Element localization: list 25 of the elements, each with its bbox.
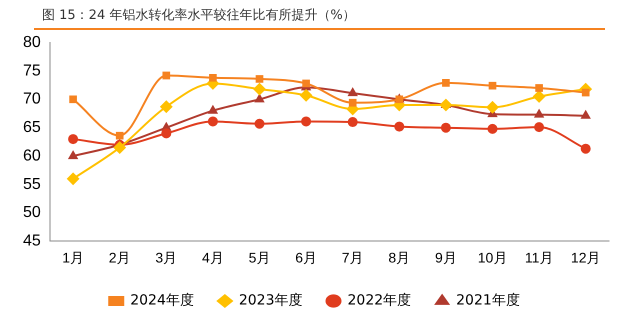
x-tick-label: 5月 — [248, 249, 270, 266]
x-tick-label: 10月 — [478, 249, 508, 266]
x-tick-label: 2月 — [108, 249, 131, 266]
x-tick-label: 12月 — [570, 249, 600, 266]
x-tick-label: 6月 — [295, 249, 317, 266]
x-tick-label: 3月 — [155, 249, 178, 266]
y-tick-label: 45 — [23, 232, 41, 250]
legend-label: 2023年度 — [238, 292, 303, 309]
x-tick-label: 1月 — [62, 249, 84, 266]
y-tick-label: 50 — [23, 204, 41, 222]
x-tick-label: 4月 — [202, 249, 224, 266]
y-tick-label: 75 — [23, 62, 41, 80]
x-tick-label: 11月 — [524, 249, 554, 266]
x-tick-label: 7月 — [342, 249, 364, 266]
chart-title: 图 15：24 年铝水转化率水平较往年比有所提升（%） — [34, 0, 605, 30]
legend-label: 2022年度 — [348, 292, 412, 309]
x-tick-label: 9月 — [435, 249, 457, 266]
x-tick-label: 8月 — [388, 249, 410, 266]
y-tick-label: 70 — [23, 90, 41, 108]
legend-label: 2024年度 — [130, 292, 194, 309]
y-tick-label: 80 — [23, 34, 41, 52]
legend-label: 2021年度 — [456, 292, 520, 309]
y-tick-label: 65 — [23, 119, 41, 136]
y-tick-label: 55 — [23, 176, 41, 193]
y-tick-label: 60 — [23, 147, 41, 164]
